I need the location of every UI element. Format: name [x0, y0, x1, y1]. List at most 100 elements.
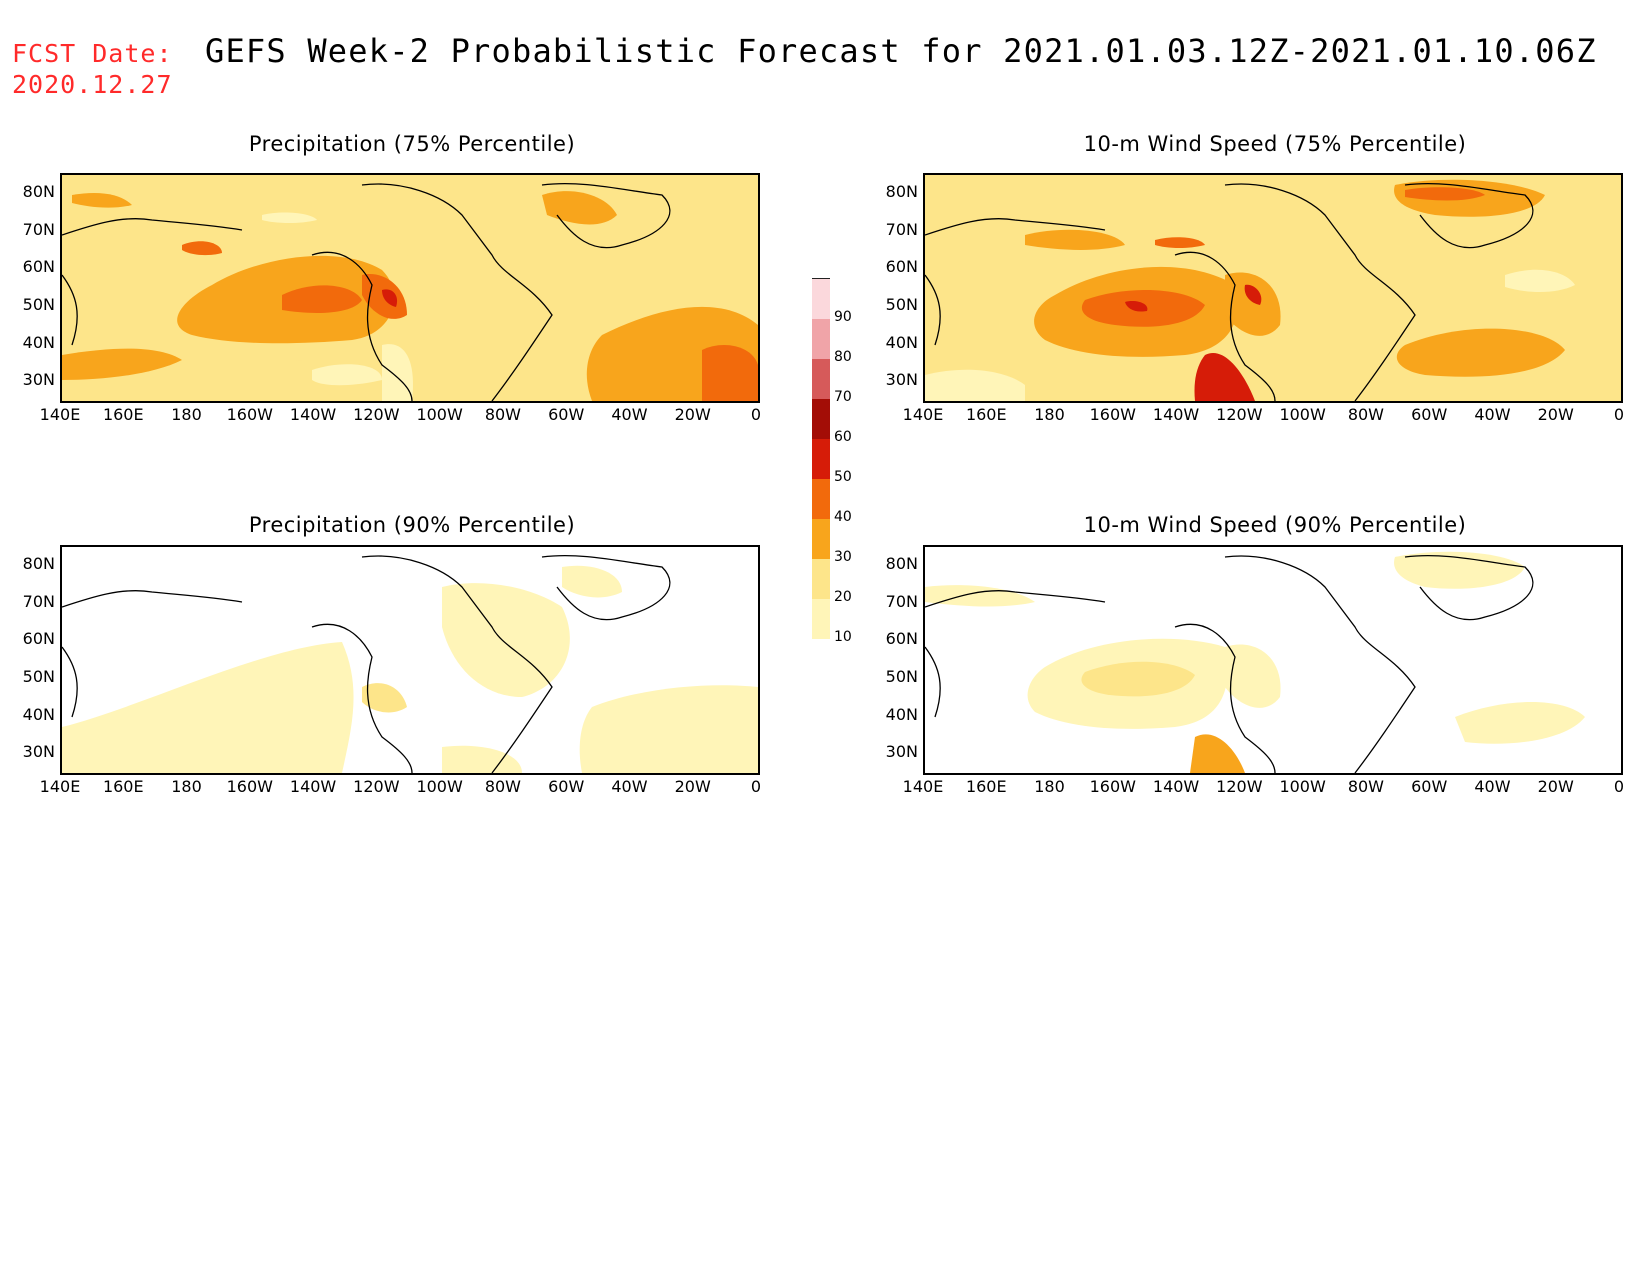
- colorbar-swatch: [812, 518, 830, 559]
- lon-tick-label: 0: [1613, 777, 1625, 796]
- colorbar-swatch: [812, 598, 830, 639]
- lon-tick-label: 100W: [416, 777, 463, 796]
- lon-tick-label: 180: [171, 777, 202, 796]
- forecast-date-caption: FCST Date:: [12, 39, 173, 68]
- lat-tick-label: 70N: [22, 219, 55, 239]
- colorbar-swatch: [812, 278, 830, 319]
- lon-tick-label: 0: [750, 405, 762, 424]
- lat-tick-label: 50N: [22, 666, 55, 686]
- colorbar-label: 70: [834, 389, 852, 405]
- lat-tick-label: 80N: [885, 181, 918, 201]
- lon-tick-label: 140W: [1152, 777, 1200, 796]
- colorbar-swatch: [812, 558, 830, 599]
- lat-tick-label: 80N: [22, 181, 55, 201]
- colorbar-label: 40: [834, 509, 852, 525]
- lon-tick-label: 80W: [1347, 777, 1384, 796]
- panel-title-wind-90: 10-m Wind Speed (90% Percentile): [1083, 513, 1467, 537]
- map-precip-90: [60, 545, 760, 775]
- lon-tick-label: 60W: [1411, 777, 1448, 796]
- colorbar-swatch: [812, 438, 830, 479]
- lat-tick-label: 80N: [885, 553, 918, 573]
- lon-tick-label: 80W: [484, 405, 521, 424]
- map-precip-75: [60, 173, 760, 403]
- lon-tick-label: 40W: [611, 405, 648, 424]
- lon-tick-label: 60W: [548, 777, 585, 796]
- lon-tick-label: 140E: [902, 405, 944, 424]
- colorbar-swatch: [812, 318, 830, 359]
- lat-tick-label: 50N: [22, 294, 55, 314]
- forecast-date-label: FCST Date: 2020.12.27: [12, 38, 173, 100]
- lat-tick-label: 30N: [22, 742, 55, 762]
- lon-tick-label: 0: [750, 777, 762, 796]
- forecast-date-value: 2020.12.27: [12, 70, 173, 99]
- lon-tick-label: 100W: [416, 405, 463, 424]
- lon-tick-label: 120W: [1216, 405, 1263, 424]
- lon-tick-label: 80W: [1347, 405, 1384, 424]
- map-wind-90: [923, 545, 1623, 775]
- lon-tick-label: 100W: [1279, 405, 1326, 424]
- panel-title-wind-75: 10-m Wind Speed (75% Percentile): [1083, 132, 1467, 156]
- lon-tick-label: 160E: [965, 405, 1007, 424]
- lon-tick-label: 140W: [289, 777, 337, 796]
- map-wind-75: [923, 173, 1623, 403]
- colorbar-label: 60: [834, 429, 852, 445]
- lat-tick-label: 60N: [885, 257, 918, 277]
- page-title: GEFS Week-2 Probabilistic Forecast for 2…: [205, 32, 1597, 70]
- lon-tick-label: 20W: [674, 405, 711, 424]
- lon-tick-label: 20W: [1537, 405, 1574, 424]
- lat-tick-label: 30N: [22, 370, 55, 390]
- colorbar-swatch: [812, 478, 830, 519]
- lon-tick-label: 60W: [548, 405, 585, 424]
- lon-tick-label: 140E: [39, 405, 81, 424]
- lon-tick-label: 160W: [1089, 405, 1136, 424]
- lon-tick-label: 40W: [611, 777, 648, 796]
- lon-tick-label: 80W: [484, 777, 521, 796]
- lat-tick-label: 60N: [22, 257, 55, 277]
- colorbar-label: 50: [834, 469, 852, 485]
- lon-tick-label: 160W: [1089, 777, 1136, 796]
- lat-tick-label: 30N: [885, 742, 918, 762]
- colorbar-label: 80: [834, 349, 852, 365]
- lat-tick-label: 70N: [885, 591, 918, 611]
- lon-tick-label: 180: [171, 405, 202, 424]
- lon-tick-label: 160E: [102, 777, 144, 796]
- lon-tick-label: 180: [1034, 777, 1065, 796]
- colorbar-label: 30: [834, 549, 852, 565]
- lon-tick-label: 100W: [1279, 777, 1326, 796]
- lat-tick-label: 30N: [885, 370, 918, 390]
- lat-tick-label: 40N: [22, 704, 55, 724]
- lon-tick-label: 160W: [226, 777, 273, 796]
- lon-tick-label: 20W: [674, 777, 711, 796]
- lat-tick-label: 70N: [885, 219, 918, 239]
- lat-tick-label: 40N: [885, 704, 918, 724]
- colorbar-swatch: [812, 358, 830, 399]
- lat-tick-label: 60N: [885, 629, 918, 649]
- colorbar-swatch: [812, 398, 830, 439]
- lat-tick-label: 50N: [885, 666, 918, 686]
- lat-tick-label: 40N: [22, 332, 55, 352]
- lon-tick-label: 140E: [902, 777, 944, 796]
- panel-title-precip-90: Precipitation (90% Percentile): [248, 513, 576, 537]
- lon-tick-label: 120W: [353, 777, 400, 796]
- lon-tick-label: 120W: [1216, 777, 1263, 796]
- lat-tick-label: 80N: [22, 553, 55, 573]
- lon-tick-label: 60W: [1411, 405, 1448, 424]
- lat-tick-label: 50N: [885, 294, 918, 314]
- lon-tick-label: 0: [1613, 405, 1625, 424]
- lon-tick-label: 140W: [1152, 405, 1200, 424]
- colorbar-label: 90: [834, 309, 852, 325]
- lon-tick-label: 40W: [1474, 777, 1511, 796]
- lat-tick-label: 40N: [885, 332, 918, 352]
- lon-tick-label: 40W: [1474, 405, 1511, 424]
- lat-tick-label: 70N: [22, 591, 55, 611]
- colorbar-label: 10: [834, 629, 852, 645]
- lon-tick-label: 160W: [226, 405, 273, 424]
- lon-tick-label: 160E: [965, 777, 1007, 796]
- colorbar-label: 20: [834, 589, 852, 605]
- lat-tick-label: 60N: [22, 629, 55, 649]
- lon-tick-label: 160E: [102, 405, 144, 424]
- lon-tick-label: 20W: [1537, 777, 1574, 796]
- panel-title-precip-75: Precipitation (75% Percentile): [248, 132, 576, 156]
- lon-tick-label: 140E: [39, 777, 81, 796]
- lon-tick-label: 180: [1034, 405, 1065, 424]
